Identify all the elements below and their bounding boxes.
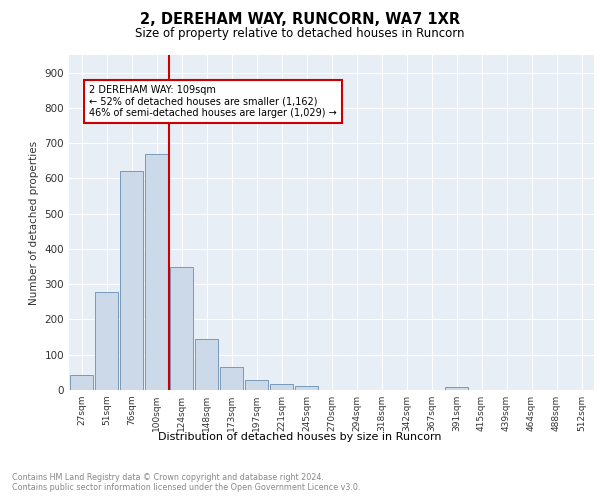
- Bar: [220, 367, 243, 390]
- Bar: [95, 292, 118, 390]
- Bar: [195, 339, 218, 390]
- Bar: [295, 386, 318, 390]
- Bar: [145, 154, 168, 390]
- Bar: [120, 170, 143, 390]
- Bar: [170, 268, 193, 390]
- Text: Distribution of detached houses by size in Runcorn: Distribution of detached houses by size …: [158, 432, 442, 442]
- Bar: [270, 384, 293, 390]
- Bar: [70, 375, 93, 390]
- Text: 2 DEREHAM WAY: 109sqm
← 52% of detached houses are smaller (1,162)
46% of semi-d: 2 DEREHAM WAY: 109sqm ← 52% of detached …: [89, 85, 337, 118]
- Text: 2, DEREHAM WAY, RUNCORN, WA7 1XR: 2, DEREHAM WAY, RUNCORN, WA7 1XR: [140, 12, 460, 28]
- Y-axis label: Number of detached properties: Number of detached properties: [29, 140, 39, 304]
- Bar: [445, 387, 468, 390]
- Bar: [245, 380, 268, 390]
- Text: Contains HM Land Registry data © Crown copyright and database right 2024.
Contai: Contains HM Land Registry data © Crown c…: [12, 472, 361, 492]
- Text: Size of property relative to detached houses in Runcorn: Size of property relative to detached ho…: [135, 28, 465, 40]
